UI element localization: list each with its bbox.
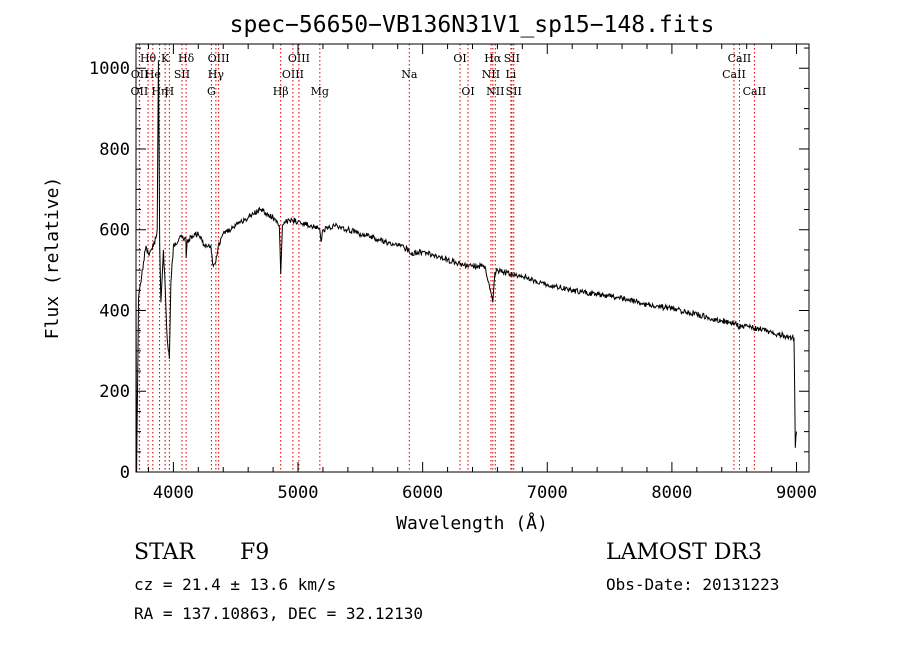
- y-tick-label-0: 0: [120, 463, 130, 483]
- spectral-line-markers: HθOIIOIIHeHηKHSIIHδGOIIIHγHβOIIIOIIIMgNa…: [131, 44, 767, 472]
- marker-label-2: OII: [131, 68, 149, 81]
- marker-label-23: Li: [505, 68, 516, 81]
- marker-label-6: H: [165, 85, 175, 98]
- y-tick-label-4: 800: [99, 140, 130, 160]
- y-tick-label-1: 200: [99, 382, 130, 402]
- marker-label-24: SII: [506, 85, 522, 98]
- marker-label-1: OII: [131, 85, 149, 98]
- y-tick-label-5: 1000: [89, 59, 130, 79]
- marker-label-9: G: [207, 85, 216, 98]
- marker-label-17: OI: [453, 52, 466, 65]
- survey-name: LAMOST DR3: [606, 540, 762, 565]
- marker-label-25: CaII: [728, 52, 752, 65]
- series-line-0: [135, 60, 797, 473]
- marker-label-11: Hγ: [208, 68, 225, 81]
- marker-label-13: OIII: [288, 52, 310, 65]
- marker-label-8: Hδ: [178, 52, 195, 65]
- x-axis-label: Wavelength (Å): [396, 512, 548, 534]
- marker-label-19: Hα: [484, 52, 502, 65]
- marker-label-16: Na: [401, 68, 418, 81]
- plot-frame: [135, 43, 810, 473]
- marker-label-18: OI: [461, 85, 474, 98]
- marker-label-20: NII: [482, 68, 500, 81]
- series-layer: [135, 60, 797, 473]
- y-tick-label-3: 600: [99, 221, 130, 241]
- marker-label-22: SII: [504, 52, 520, 65]
- marker-label-0: Hθ: [140, 52, 157, 65]
- chart-title: spec−56650−VB136N31V1_sp15−148.fits: [230, 12, 715, 38]
- x-tick-label-5: 9000: [776, 483, 817, 503]
- x-tick-label-2: 6000: [402, 483, 443, 503]
- marker-label-21: NII: [486, 85, 504, 98]
- marker-label-5: K: [161, 52, 170, 65]
- x-tick-label-1: 5000: [278, 483, 319, 503]
- x-tick-label-3: 7000: [527, 483, 568, 503]
- marker-label-3: He: [145, 68, 161, 81]
- marker-label-10: OIII: [208, 52, 230, 65]
- marker-label-15: Mg: [311, 85, 329, 98]
- marker-label-14: OIII: [282, 68, 304, 81]
- x-tick-label-0: 4000: [153, 483, 194, 503]
- x-tick-label-4: 8000: [651, 483, 692, 503]
- redshift-text: cz = 21.4 ± 13.6 km/s: [134, 575, 337, 594]
- object-subclass: F9: [240, 540, 270, 565]
- y-tick-label-2: 400: [99, 301, 130, 321]
- axis-ticks: 4000 5000 6000 7000 8000 9000 0 200 400 600 800 100…: [89, 44, 817, 503]
- marker-label-4: Hη: [151, 85, 167, 98]
- object-class: STAR: [134, 540, 195, 565]
- y-axis-label: Flux (relative): [42, 177, 63, 340]
- coordinates-text: RA = 137.10863, DEC = 32.12130: [134, 604, 423, 623]
- marker-label-7: SII: [174, 68, 190, 81]
- obs-date-text: Obs-Date: 20131223: [606, 575, 780, 594]
- marker-label-27: CaII: [743, 85, 767, 98]
- marker-label-12: Hβ: [273, 85, 289, 98]
- marker-label-26: CaII: [722, 68, 746, 81]
